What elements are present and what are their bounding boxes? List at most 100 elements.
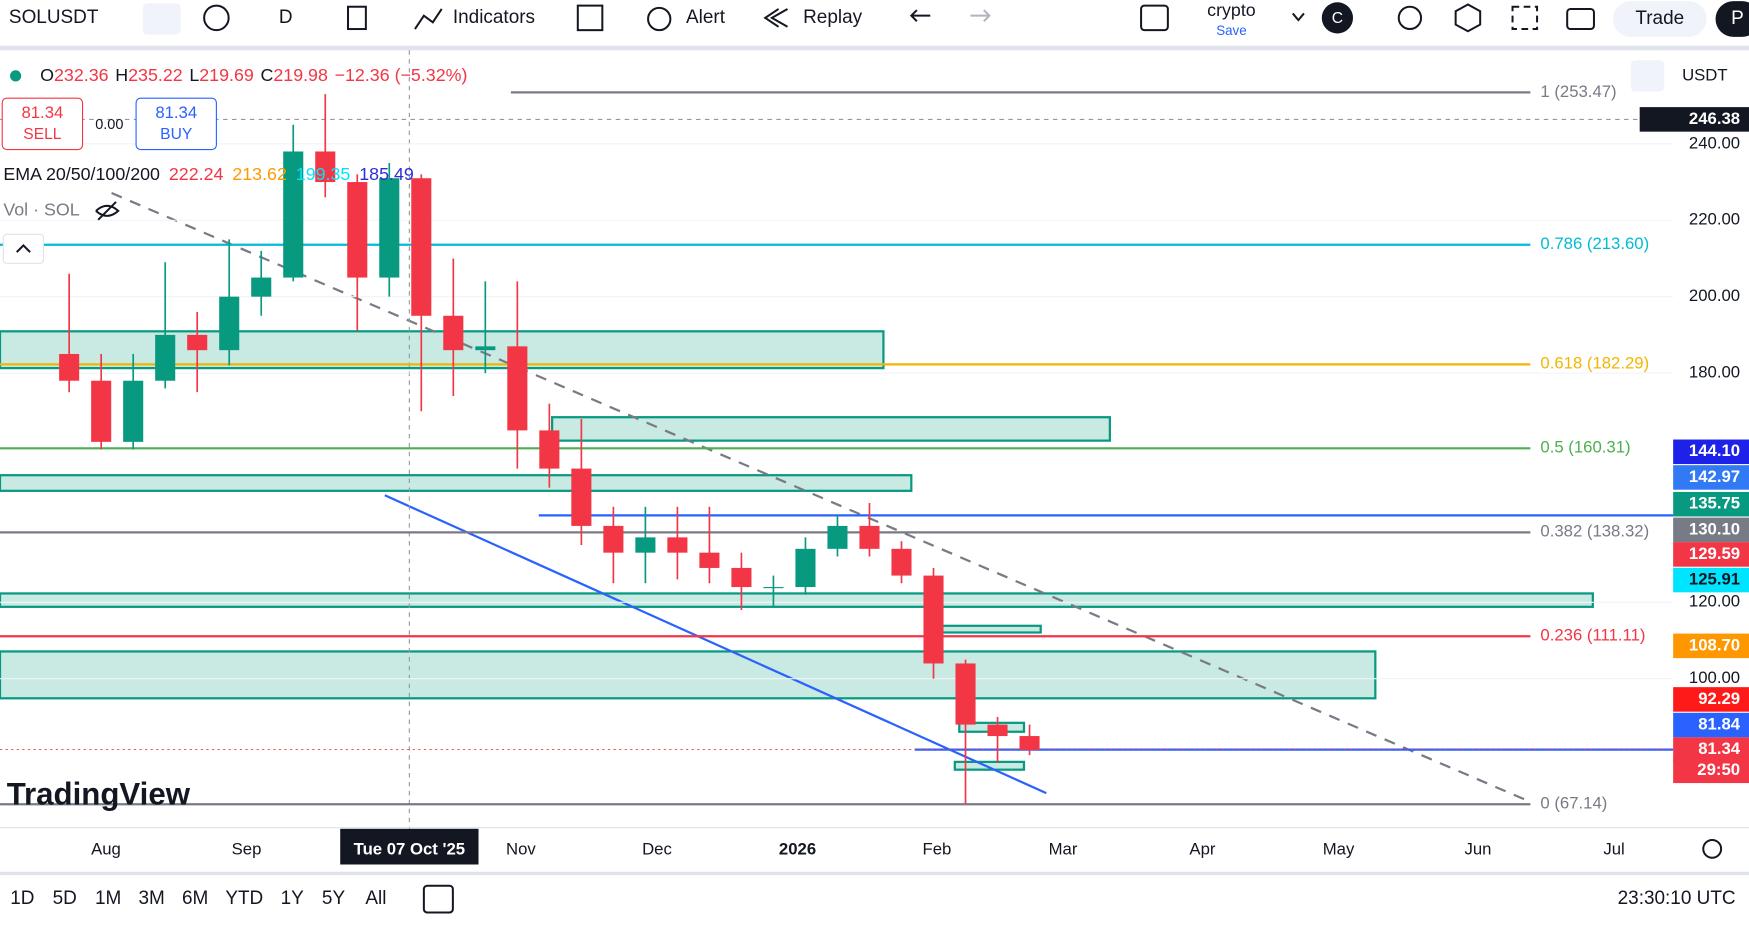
axis-settings[interactable] [1630, 60, 1665, 92]
range-button[interactable]: 6M [182, 888, 208, 909]
candle-body [475, 346, 496, 351]
buy-button[interactable] [135, 97, 217, 151]
candle-body [443, 315, 464, 351]
range-button[interactable]: 5Y [322, 888, 346, 909]
axis-settings-button[interactable] [1702, 838, 1723, 859]
time-label: Jun [1464, 839, 1491, 858]
replay-button[interactable]: Replay [803, 7, 863, 28]
range-button[interactable]: 1Y [281, 888, 305, 909]
time-label: Aug [91, 839, 121, 858]
status-dot [10, 70, 22, 82]
zone [0, 650, 1377, 700]
candle-body [283, 151, 304, 278]
avatar-letter: C [1332, 10, 1343, 27]
layout-button[interactable] [1140, 4, 1169, 32]
undo-button[interactable] [909, 9, 931, 22]
y-tick-label: 220.00 [1689, 210, 1740, 229]
ohlc-key: L [189, 65, 199, 85]
ema-value: 222.24 [169, 164, 224, 184]
interval[interactable]: D [279, 7, 293, 28]
range-button[interactable]: 1M [95, 888, 121, 909]
candle-body [187, 334, 208, 351]
price-badge [1673, 712, 1749, 738]
indicators-button[interactable]: Indicators [453, 7, 535, 28]
zone [953, 760, 1026, 771]
currency[interactable]: USDT [1682, 65, 1728, 84]
symbol[interactable]: SOLUSDT [9, 7, 99, 28]
zone [551, 416, 1111, 442]
sell-button[interactable] [1, 97, 84, 151]
hidden-icon[interactable] [95, 201, 120, 221]
ema-value: 213.62 [232, 164, 287, 184]
sell-label: SELL [23, 126, 62, 143]
price-badge [1673, 465, 1749, 490]
price-badge-label: 135.75 [1689, 494, 1740, 513]
candle-body [635, 537, 656, 553]
ohlc-legend: O232.36 H235.22 L219.69 C219.98 −12.36 (−5.3… [40, 65, 467, 85]
trade-button-bg[interactable] [1612, 1, 1707, 37]
redo-button[interactable] [970, 9, 991, 22]
candle-body [763, 587, 784, 589]
snapshot-button[interactable] [1566, 7, 1595, 31]
plot [0, 91, 1674, 806]
range-button[interactable]: All [365, 888, 386, 909]
price-badge [1673, 758, 1749, 784]
ohlc-change: −12.36 (−5.32%) [335, 65, 468, 85]
alert-icon[interactable] [647, 6, 672, 32]
symbol-icon[interactable] [142, 3, 181, 35]
candle-body [859, 525, 880, 549]
candle-body [827, 525, 848, 549]
templates-button[interactable] [576, 4, 604, 32]
price-badge [1673, 633, 1749, 659]
date-range-button[interactable] [422, 884, 454, 914]
time-label: 2026 [779, 839, 816, 858]
collapse-button[interactable] [2, 233, 45, 264]
price-badge-label: 108.70 [1689, 635, 1740, 654]
compare-button[interactable] [203, 4, 230, 32]
time-label: Nov [506, 839, 536, 858]
buy-price: 81.34 [155, 103, 197, 122]
replay-icon[interactable] [763, 8, 788, 28]
y-tick-label: 120.00 [1689, 592, 1740, 611]
settings-button[interactable] [1454, 3, 1482, 33]
fib-label: 0.236 (111.11) [1540, 626, 1645, 645]
quick-search-button[interactable] [1397, 5, 1423, 31]
candle-body [155, 334, 176, 381]
price-badges: 246.38 144.10 142.97 135.75 130.10 129.59 125.… [1639, 107, 1749, 784]
ohlc-value: 232.36 [54, 65, 109, 85]
alert-button[interactable]: Alert [686, 7, 726, 28]
candle-body [59, 353, 80, 381]
chart-type-button[interactable] [347, 5, 367, 31]
ema-value: 185.49 [359, 164, 414, 184]
layout-save[interactable]: Save [1216, 23, 1247, 38]
candle-body [315, 151, 336, 183]
candle-body [667, 537, 688, 553]
fullscreen-button[interactable] [1511, 5, 1539, 31]
fib-label: 0.382 (138.32) [1540, 522, 1649, 541]
price-badge-label: 81.84 [1698, 714, 1741, 733]
candle-body [507, 346, 528, 431]
range-button[interactable]: 5D [53, 888, 77, 909]
layout-name[interactable]: crypto [1207, 0, 1256, 20]
candle-body [795, 548, 816, 588]
range-button[interactable]: 3M [139, 888, 165, 909]
candle-body [603, 525, 624, 553]
candle-body [955, 663, 976, 725]
toolbar-divider [0, 45, 1749, 51]
collapse-icon [16, 244, 31, 253]
publish-button[interactable]: P [1731, 8, 1744, 29]
candle-body [91, 380, 112, 442]
publish-button-bg[interactable] [1715, 1, 1749, 37]
avatar[interactable] [1321, 2, 1354, 34]
y-tick-label: 100.00 [1689, 668, 1740, 687]
candle-body [987, 724, 1008, 737]
range-button[interactable]: 1D [10, 888, 34, 909]
trade-button[interactable]: Trade [1635, 8, 1684, 29]
candle-body [539, 430, 560, 469]
fib-label: 0.618 (182.29) [1540, 354, 1649, 373]
indicators-icon[interactable] [414, 8, 443, 30]
range-button[interactable]: YTD [225, 888, 263, 909]
price-badge-label: 129.59 [1689, 544, 1740, 563]
layout-dropdown[interactable] [1292, 12, 1305, 22]
